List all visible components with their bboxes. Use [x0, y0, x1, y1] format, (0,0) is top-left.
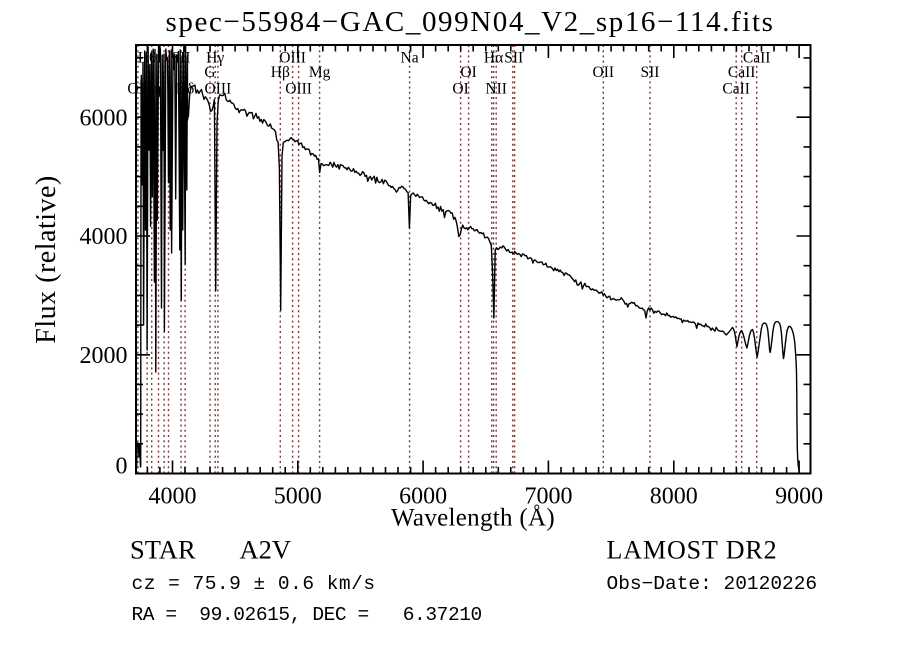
svg-text:5000: 5000 [274, 484, 322, 510]
svg-text:8000: 8000 [650, 484, 698, 510]
svg-text:CaII: CaII [743, 49, 771, 66]
svg-text:CaII: CaII [722, 81, 750, 98]
svg-text:Flux (relative): Flux (relative) [31, 175, 62, 343]
svg-text:STAR: STAR [130, 535, 196, 565]
svg-text:4000: 4000 [148, 484, 196, 510]
svg-text:OII: OII [127, 81, 149, 98]
svg-text:9000: 9000 [775, 484, 823, 510]
svg-text:6000: 6000 [80, 105, 128, 131]
svg-text:OI: OI [452, 81, 468, 98]
svg-text:OIII: OIII [205, 81, 232, 98]
svg-text:SII: SII [504, 49, 523, 66]
svg-text:6000: 6000 [399, 484, 447, 510]
svg-text:0: 0 [116, 454, 128, 480]
svg-text:CaII: CaII [728, 64, 756, 81]
svg-text:4000: 4000 [80, 224, 128, 250]
svg-text:OI: OI [460, 64, 476, 81]
svg-text:Mg: Mg [309, 64, 331, 81]
svg-text:cz = 75.9 ± 0.6 km/s: cz = 75.9 ± 0.6 km/s [132, 573, 376, 595]
svg-text:Hγ: Hγ [206, 49, 224, 66]
svg-text:A2V: A2V [240, 535, 292, 565]
svg-text:SII: SII [641, 64, 660, 81]
svg-text:Wavelength (Å): Wavelength (Å) [391, 505, 555, 532]
svg-text:2000: 2000 [80, 343, 128, 369]
svg-text:spec−55984−GAC_099N04_V2_sp16−: spec−55984−GAC_099N04_V2_sp16−114.fits [165, 6, 774, 38]
svg-text:Hη: Hη [142, 81, 161, 98]
svg-text:OIII: OIII [285, 81, 312, 98]
svg-text:OIII: OIII [279, 49, 306, 66]
svg-text:SII: SII [172, 49, 191, 66]
svg-text:Hβ: Hβ [271, 64, 290, 81]
svg-text:LAMOST DR2: LAMOST DR2 [607, 536, 778, 565]
svg-text:Obs−Date: 20120226: Obs−Date: 20120226 [607, 573, 818, 595]
svg-text:G: G [204, 64, 215, 81]
svg-text:RA = 99.02615, DEC = 6.3721: RA = 99.02615, DEC = 6.37210 [132, 604, 482, 626]
svg-text:Na: Na [401, 49, 419, 66]
svg-text:OII: OII [593, 64, 615, 81]
svg-text:Hδ: Hδ [176, 81, 195, 98]
svg-text:Hθ: Hθ [138, 49, 157, 66]
svg-text:NII: NII [485, 81, 507, 98]
svg-text:7000: 7000 [524, 484, 572, 510]
svg-text:Hα: Hα [484, 49, 503, 66]
